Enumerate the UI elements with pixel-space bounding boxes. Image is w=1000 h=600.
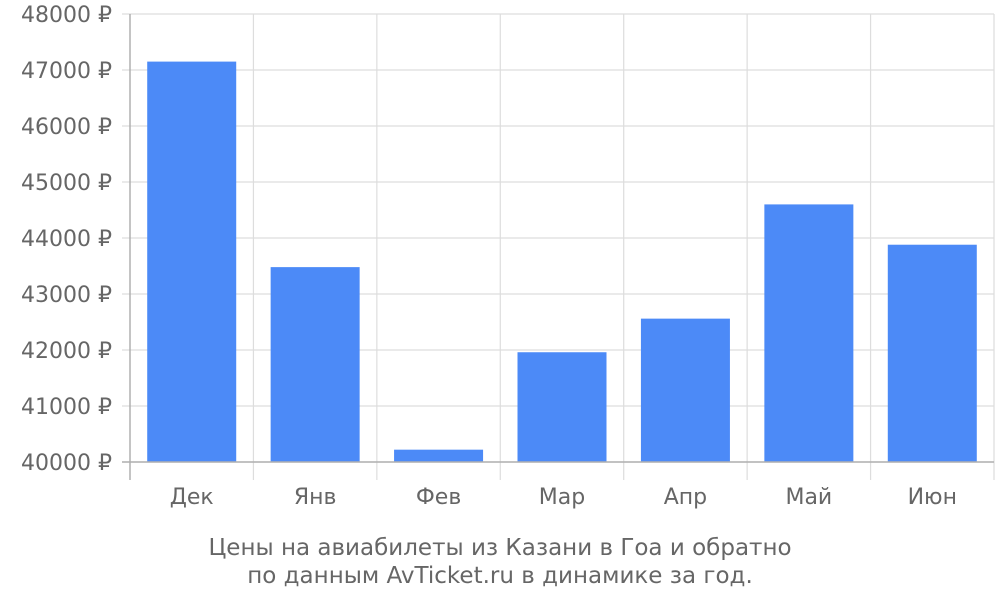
x-tick-label: Май <box>785 485 832 510</box>
y-tick-label: 46000 ₽ <box>21 115 112 140</box>
y-tick-label: 45000 ₽ <box>21 171 112 196</box>
bar-7 <box>887 244 977 462</box>
bar-5 <box>640 318 730 462</box>
y-tick-label: 42000 ₽ <box>21 339 112 364</box>
y-tick-label: 44000 ₽ <box>21 227 112 252</box>
bar-6 <box>764 204 854 462</box>
chart-caption-line-2: по данным AvTicket.ru в динамике за год. <box>247 563 753 589</box>
x-tick-label: Апр <box>664 485 707 510</box>
y-tick-label: 41000 ₽ <box>21 395 112 420</box>
y-tick-label: 43000 ₽ <box>21 283 112 308</box>
chart-caption-line-1: Цены на авиабилеты из Казани в Гоа и обр… <box>208 535 792 561</box>
bar-4 <box>517 352 607 462</box>
y-tick-label: 48000 ₽ <box>21 3 112 28</box>
bar-1 <box>147 61 237 462</box>
x-tick-label: Янв <box>294 485 337 510</box>
x-tick-label: Июн <box>908 485 957 510</box>
bar-2 <box>270 267 360 462</box>
y-tick-label: 47000 ₽ <box>21 59 112 84</box>
y-tick-label: 40000 ₽ <box>21 451 112 476</box>
bar-3 <box>394 449 484 462</box>
x-tick-label: Дек <box>170 485 214 510</box>
x-tick-label: Мар <box>539 485 585 510</box>
x-tick-label: Фев <box>416 485 461 510</box>
